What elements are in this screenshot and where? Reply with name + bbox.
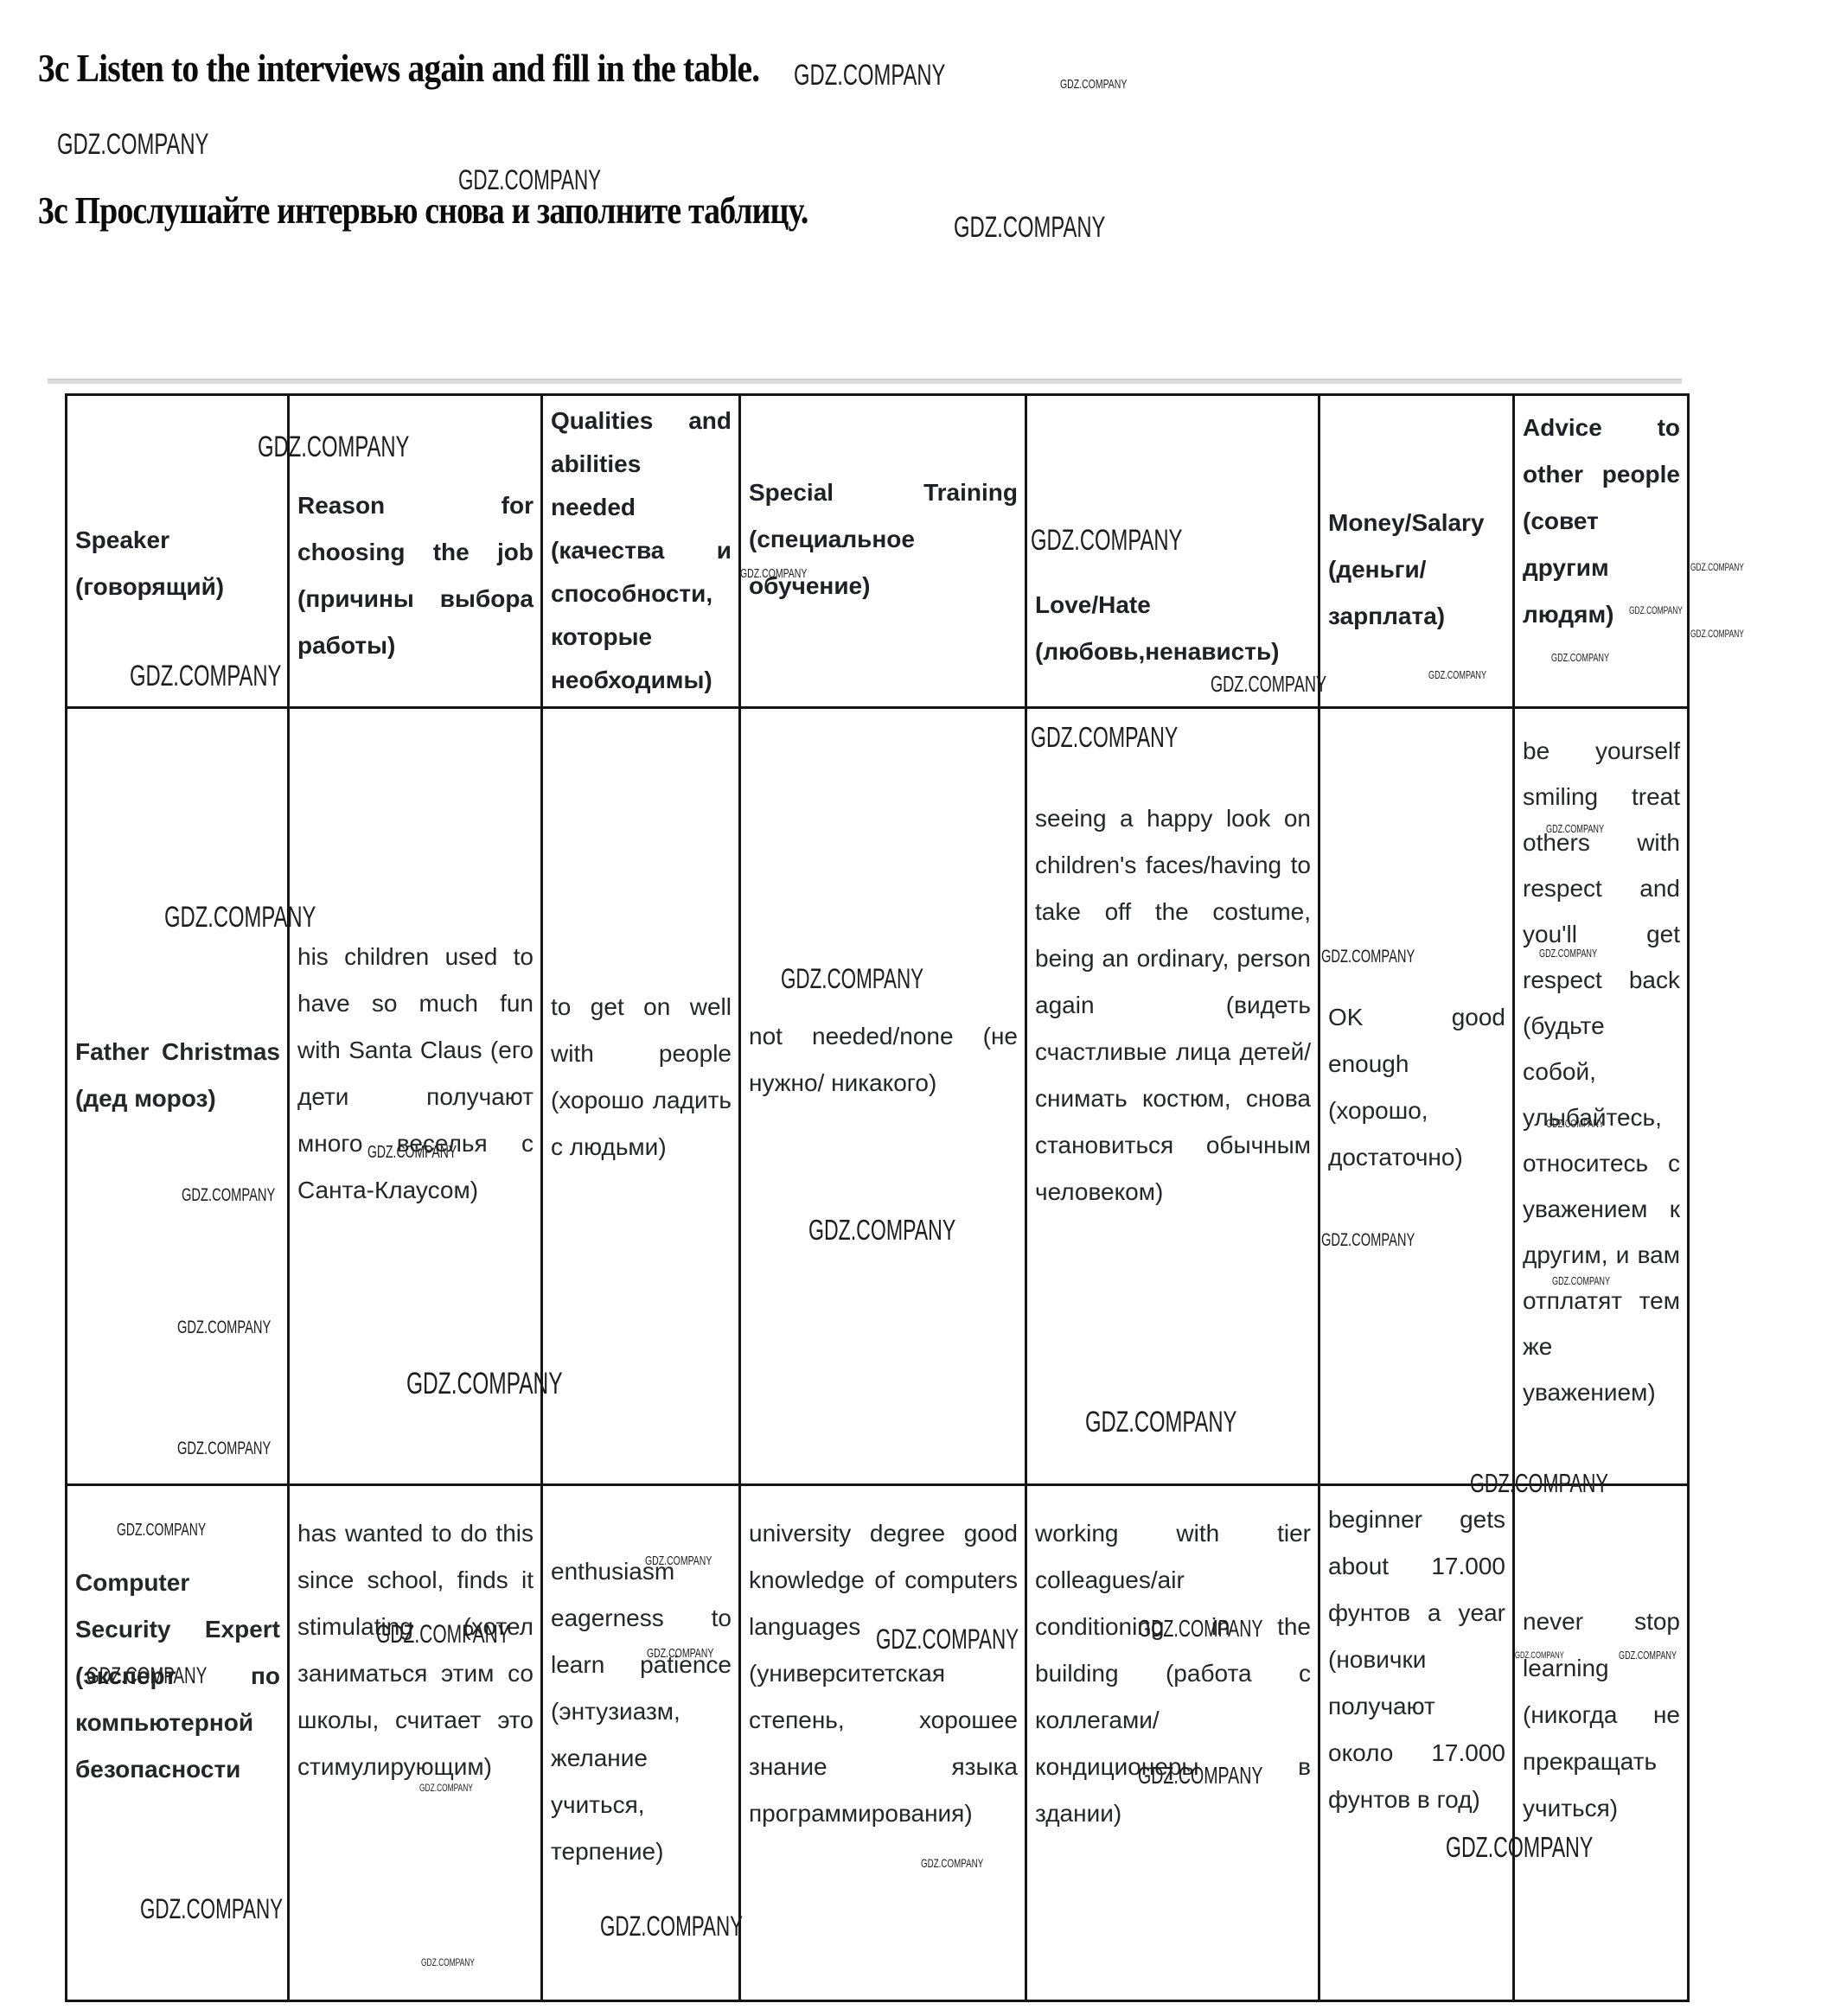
gdz-company-watermark: GDZ.COMPANY — [600, 1911, 744, 1942]
gdz-company-watermark: GDZ.COMPANY — [1321, 947, 1415, 967]
gdz-company-watermark: GDZ.COMPANY — [1539, 947, 1598, 960]
gdz-company-watermark: GDZ.COMPANY — [645, 1553, 712, 1568]
cell-r2-reason: has wanted to do this since school, find… — [290, 1486, 543, 2000]
gdz-company-watermark: GDZ.COMPANY — [1060, 77, 1128, 92]
gdz-company-watermark: GDZ.COMPANY — [1031, 524, 1183, 557]
cell-r1-money: OK good enough (хорошо, достаточно) — [1320, 709, 1515, 1486]
cell-r1-qualities: to get on well with people (хорошо ладит… — [543, 709, 741, 1486]
gdz-company-watermark: GDZ.COMPANY — [86, 1662, 208, 1688]
cell-r1-speaker: Father Christmas (дед мороз) — [67, 709, 290, 1486]
header-advice: Advice to other people (совет другим люд… — [1515, 396, 1687, 709]
gdz-company-watermark: GDZ.COMPANY — [808, 1214, 956, 1246]
gdz-company-watermark: GDZ.COMPANY — [258, 431, 410, 463]
header-reason: Reason for choosing the job (причины выб… — [290, 396, 543, 709]
exercise-title-english: 3c Listen to the interviews again and fi… — [38, 46, 760, 90]
gdz-company-watermark: GDZ.COMPANY — [1031, 721, 1179, 753]
gdz-company-watermark: GDZ.COMPANY — [740, 566, 808, 581]
gdz-company-watermark: GDZ.COMPANY — [117, 1521, 207, 1540]
gdz-company-watermark: GDZ.COMPANY — [1546, 1117, 1605, 1130]
header-special-training: Special Training (специальное обучение) — [741, 396, 1027, 709]
gdz-company-watermark: GDZ.COMPANY — [1446, 1831, 1594, 1863]
gdz-company-watermark: GDZ.COMPANY — [647, 1646, 714, 1661]
cell-r2-money: beginner gets about 17.000 фунтов a year… — [1320, 1486, 1515, 2000]
cell-r2-training: university degree good knowledge of comp… — [741, 1486, 1027, 2000]
cell-r1-reason: his children used to have so much fun wi… — [290, 709, 543, 1486]
gdz-company-watermark: GDZ.COMPANY — [794, 59, 946, 92]
gdz-company-watermark: GDZ.COMPANY — [1428, 668, 1487, 681]
gdz-company-watermark: GDZ.COMPANY — [130, 660, 282, 692]
cell-r1-training: not needed/none (не нужно/ никакого) — [741, 709, 1027, 1486]
gdz-company-watermark: GDZ.COMPANY — [1138, 1762, 1263, 1789]
gdz-company-watermark: GDZ.COMPANY — [367, 1143, 457, 1162]
gdz-company-watermark: GDZ.COMPANY — [1619, 1649, 1677, 1662]
gdz-company-watermark: GDZ.COMPANY — [177, 1317, 272, 1337]
gdz-company-watermark: GDZ.COMPANY — [1690, 628, 1744, 640]
header-love-hate: Love/Hate (любовь,ненависть) — [1027, 396, 1320, 709]
cell-r2-advice: never stop learning (никогда не прекраща… — [1523, 1608, 1680, 1821]
gdz-company-watermark: GDZ.COMPANY — [1629, 604, 1683, 616]
gdz-company-watermark: GDZ.COMPANY — [1138, 1615, 1263, 1642]
gdz-company-watermark: GDZ.COMPANY — [140, 1893, 284, 1924]
header-qualities: Qualities and abilities needed (качества… — [543, 396, 741, 709]
gdz-company-watermark: GDZ.COMPANY — [57, 128, 209, 161]
cell-r2-qualities: enthusiasm eagerness to learn patience (… — [543, 1486, 741, 2000]
gdz-company-watermark: GDZ.COMPANY — [406, 1367, 563, 1400]
gdz-company-watermark: GDZ.COMPANY — [1690, 561, 1744, 573]
answers-table: Speaker (говорящий) Reason for choosing … — [65, 393, 1690, 2002]
gdz-company-watermark: GDZ.COMPANY — [1321, 1230, 1415, 1250]
gdz-company-watermark: GDZ.COMPANY — [376, 1620, 510, 1649]
cell-r1-love-hate: seeing a happy look on children's faces/… — [1027, 709, 1320, 1486]
gdz-company-watermark: GDZ.COMPANY — [781, 963, 924, 994]
header-speaker: Speaker (говорящий) — [67, 396, 290, 709]
gdz-company-watermark: GDZ.COMPANY — [177, 1439, 272, 1458]
cell-r2-speaker: Computer Security Expert (эксперт по ком… — [67, 1486, 290, 2000]
gdz-company-watermark: GDZ.COMPANY — [1552, 1274, 1611, 1287]
exercise-title-russian: 3c Прослушайте интервью снова и заполнит… — [38, 189, 808, 232]
gdz-company-watermark: GDZ.COMPANY — [421, 1956, 475, 1968]
gdz-company-watermark: GDZ.COMPANY — [458, 164, 602, 195]
gdz-company-watermark: GDZ.COMPANY — [182, 1185, 276, 1205]
gdz-company-watermark: GDZ.COMPANY — [876, 1624, 1019, 1655]
gdz-company-watermark: GDZ.COMPANY — [164, 901, 316, 934]
header-money-salary: Money/Salary (деньги/ зарплата) — [1320, 396, 1515, 709]
gdz-company-watermark: GDZ.COMPANY — [1515, 1650, 1564, 1661]
gdz-company-watermark: GDZ.COMPANY — [419, 1782, 473, 1794]
gdz-company-watermark: GDZ.COMPANY — [954, 211, 1106, 244]
gdz-company-watermark: GDZ.COMPANY — [1085, 1406, 1237, 1439]
gdz-company-watermark: GDZ.COMPANY — [1546, 822, 1605, 835]
divider-line — [48, 379, 1682, 384]
gdz-company-watermark: GDZ.COMPANY — [1551, 651, 1610, 664]
gdz-company-watermark: GDZ.COMPANY — [1470, 1468, 1608, 1498]
cell-r1-advice: be yourself smiling treat others with re… — [1515, 709, 1687, 1486]
gdz-company-watermark: GDZ.COMPANY — [921, 1856, 984, 1870]
gdz-company-watermark: GDZ.COMPANY — [1211, 671, 1327, 697]
cell-r2-love-hate: working with tier colleagues/air conditi… — [1027, 1486, 1320, 2000]
